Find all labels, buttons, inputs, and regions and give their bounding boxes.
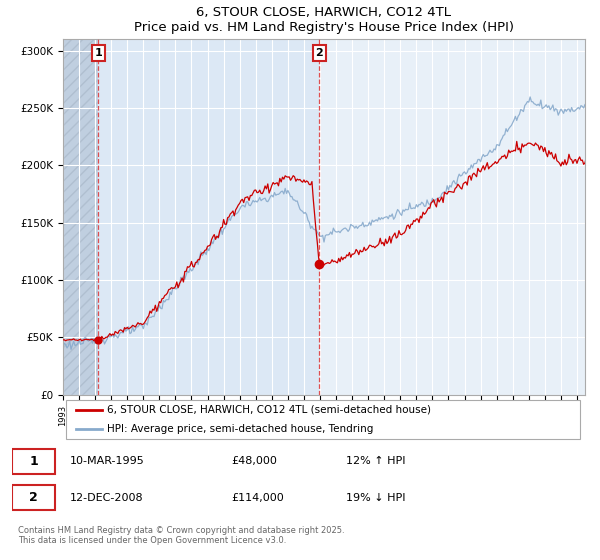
Bar [63,39,98,395]
Text: 2: 2 [316,48,323,58]
Text: HPI: Average price, semi-detached house, Tendring: HPI: Average price, semi-detached house,… [107,424,374,434]
FancyBboxPatch shape [12,485,55,510]
Text: 12-DEC-2008: 12-DEC-2008 [70,493,143,503]
Text: £114,000: £114,000 [231,493,284,503]
Text: 19% ↓ HPI: 19% ↓ HPI [346,493,406,503]
Text: 6, STOUR CLOSE, HARWICH, CO12 4TL (semi-detached house): 6, STOUR CLOSE, HARWICH, CO12 4TL (semi-… [107,405,431,415]
Text: 10-MAR-1995: 10-MAR-1995 [70,456,145,466]
Text: £48,000: £48,000 [231,456,277,466]
Text: 12% ↑ HPI: 12% ↑ HPI [346,456,406,466]
FancyBboxPatch shape [12,449,55,474]
FancyBboxPatch shape [65,400,580,439]
Bar [63,39,98,395]
Title: 6, STOUR CLOSE, HARWICH, CO12 4TL
Price paid vs. HM Land Registry's House Price : 6, STOUR CLOSE, HARWICH, CO12 4TL Price … [134,6,514,34]
Text: 2: 2 [29,491,38,504]
Text: 1: 1 [94,48,102,58]
Text: Contains HM Land Registry data © Crown copyright and database right 2025.
This d: Contains HM Land Registry data © Crown c… [18,526,344,545]
Text: 1: 1 [29,455,38,468]
Bar [98,39,319,395]
Bar [319,39,585,395]
